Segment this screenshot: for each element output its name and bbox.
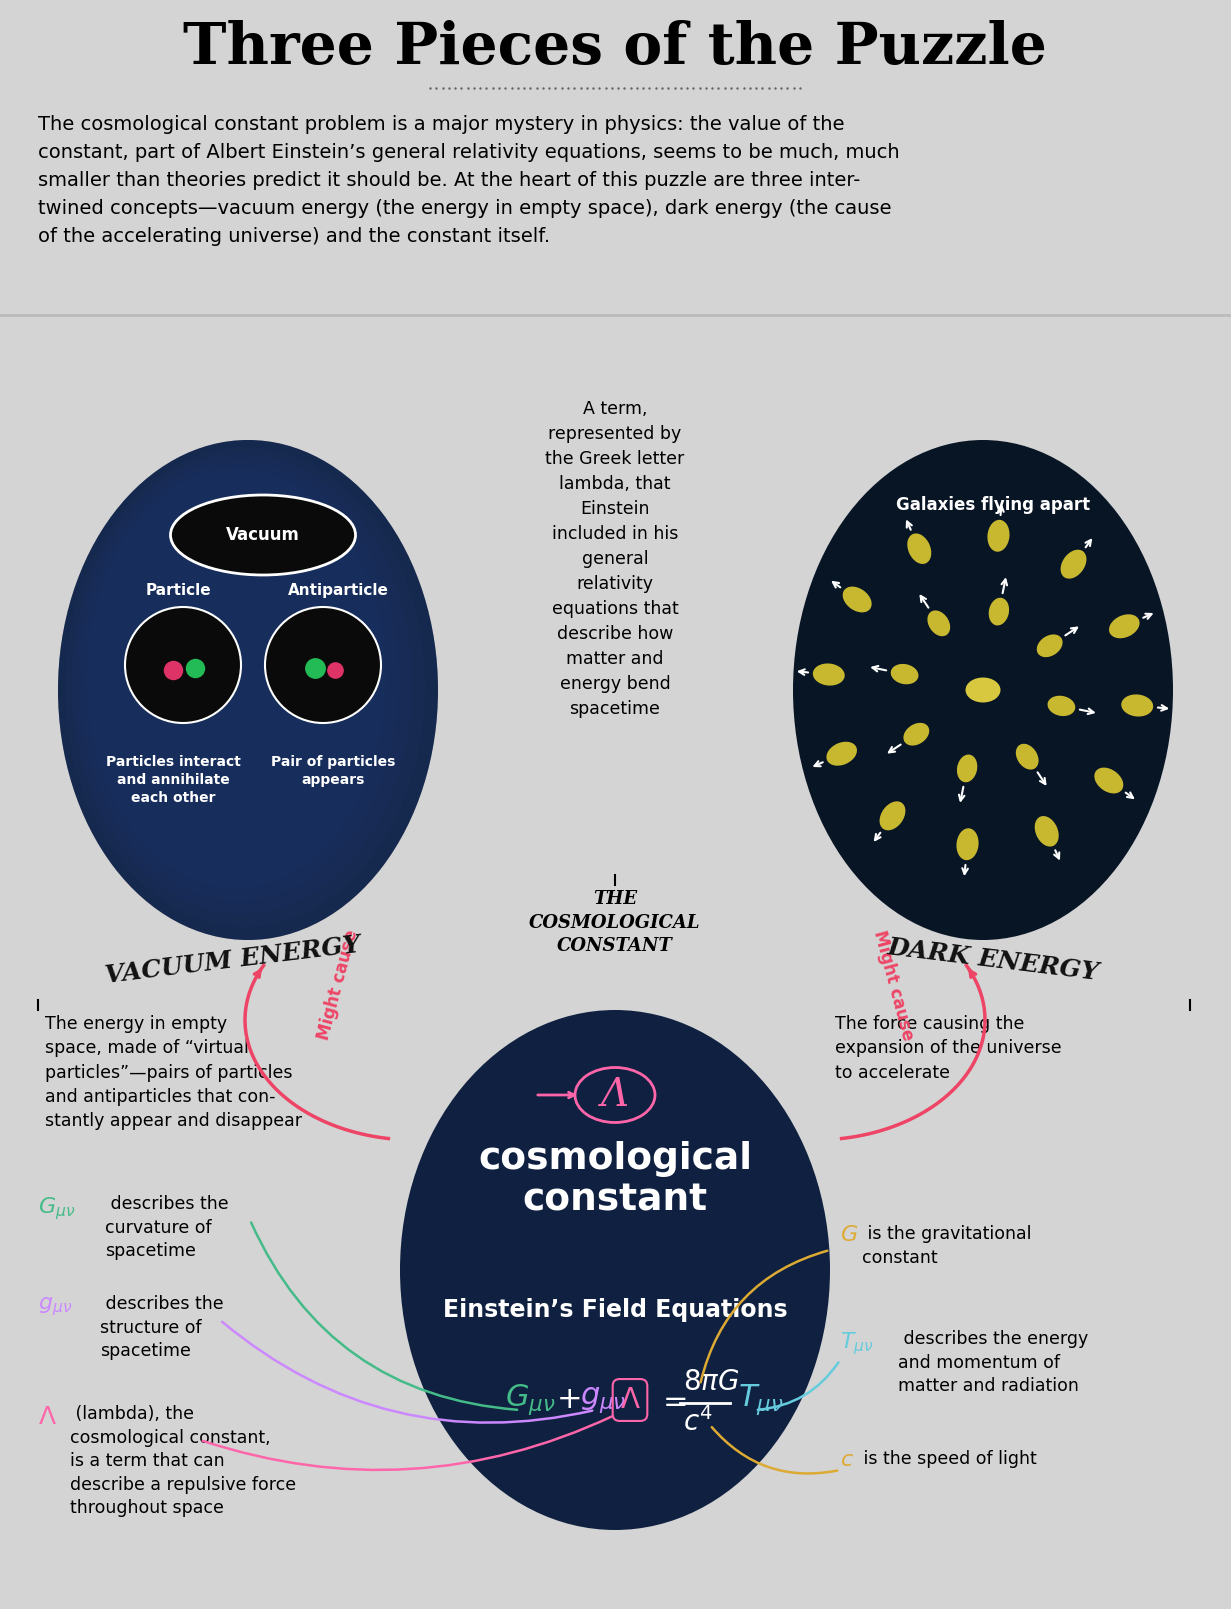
Ellipse shape [907,534,932,565]
Text: $g_{\mu\nu}$: $g_{\mu\nu}$ [38,1295,73,1318]
Ellipse shape [265,607,382,722]
Text: $\Lambda$: $\Lambda$ [619,1385,640,1414]
Text: The cosmological constant problem is a major mystery in physics: the value of th: The cosmological constant problem is a m… [38,114,900,246]
Text: Galaxies flying apart: Galaxies flying apart [896,496,1091,513]
Ellipse shape [171,496,356,574]
Ellipse shape [927,610,950,636]
Text: The force causing the
expansion of the universe
to accelerate: The force causing the expansion of the u… [835,1015,1061,1081]
Ellipse shape [86,468,387,888]
Ellipse shape [793,439,1173,940]
Text: $G_{\mu\nu}$: $G_{\mu\nu}$ [38,1195,75,1221]
Ellipse shape [126,607,241,722]
Text: Einstein’s Field Equations: Einstein’s Field Equations [443,1298,788,1323]
Ellipse shape [1121,695,1153,716]
Text: Particle: Particle [145,582,211,597]
Ellipse shape [965,677,1001,703]
Text: $T_{\mu\nu}$: $T_{\mu\nu}$ [840,1331,874,1356]
Text: $=$: $=$ [657,1385,687,1414]
Ellipse shape [71,454,412,914]
Text: $+$: $+$ [556,1385,580,1414]
Ellipse shape [843,587,872,613]
Text: $g_{\mu\nu}$: $g_{\mu\nu}$ [580,1385,627,1414]
Text: THE
COSMOLOGICAL
CONSTANT: THE COSMOLOGICAL CONSTANT [529,890,700,956]
Text: Might cause: Might cause [869,928,916,1043]
Text: is the speed of light: is the speed of light [858,1450,1037,1467]
Ellipse shape [904,722,929,745]
Text: describes the
curvature of
spacetime: describes the curvature of spacetime [105,1195,229,1260]
Ellipse shape [1037,634,1062,656]
Text: describes the energy
and momentum of
matter and radiation: describes the energy and momentum of mat… [897,1331,1088,1395]
Ellipse shape [1048,695,1075,716]
Text: Might cause: Might cause [315,928,362,1043]
Text: Λ: Λ [601,1076,629,1113]
Text: A term,
represented by
the Greek letter
lambda, that
Einstein
included in his
ge: A term, represented by the Greek letter … [545,401,684,718]
Ellipse shape [58,439,438,940]
Text: Antiparticle: Antiparticle [288,582,389,597]
Ellipse shape [826,742,857,766]
Text: Three Pieces of the Puzzle: Three Pieces of the Puzzle [183,19,1046,76]
Ellipse shape [1094,767,1124,793]
Ellipse shape [988,597,1009,626]
Text: $c^4$: $c^4$ [683,1406,713,1437]
Ellipse shape [400,1010,830,1530]
Text: Particles interact
and annihilate
each other: Particles interact and annihilate each o… [106,755,240,804]
Ellipse shape [891,665,918,684]
Text: $8\pi G$: $8\pi G$ [683,1368,740,1397]
Text: cosmological
constant: cosmological constant [478,1141,752,1218]
Text: Vacuum: Vacuum [227,526,300,544]
Text: VACUUM ENERGY: VACUUM ENERGY [103,932,362,988]
Ellipse shape [1061,550,1087,579]
Text: describes the
structure of
spacetime: describes the structure of spacetime [100,1295,224,1360]
Ellipse shape [1109,615,1140,639]
Text: $\Lambda$: $\Lambda$ [38,1405,57,1429]
Text: Pair of particles
appears: Pair of particles appears [271,755,395,787]
Ellipse shape [880,801,906,830]
Ellipse shape [79,462,399,901]
Ellipse shape [1016,743,1039,769]
Text: $c$: $c$ [840,1450,854,1471]
Ellipse shape [987,520,1009,552]
Ellipse shape [956,755,977,782]
Text: DARK ENERGY: DARK ENERGY [886,935,1101,985]
Text: $G$: $G$ [840,1224,858,1245]
Text: $G_{\mu\nu}$: $G_{\mu\nu}$ [505,1382,555,1418]
Ellipse shape [58,439,438,940]
Text: The energy in empty
space, made of “virtual
particles”—pairs of particles
and an: The energy in empty space, made of “virt… [46,1015,302,1130]
Ellipse shape [812,663,844,685]
Text: (lambda), the
cosmological constant,
is a term that can
describe a repulsive for: (lambda), the cosmological constant, is … [70,1405,297,1517]
Text: is the gravitational
constant: is the gravitational constant [862,1224,1032,1266]
Ellipse shape [1035,816,1059,846]
Ellipse shape [956,829,979,861]
Ellipse shape [65,447,425,927]
Text: $T_{\mu\nu}$: $T_{\mu\nu}$ [739,1382,784,1418]
